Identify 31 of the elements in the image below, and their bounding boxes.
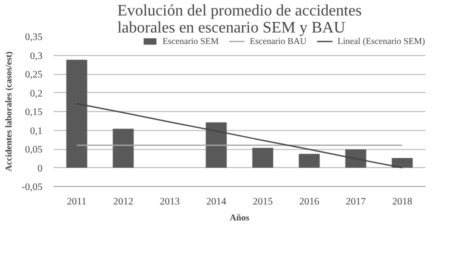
- x-tick-label: 2011: [66, 196, 87, 208]
- y-tick-label: 0,2: [30, 88, 42, 100]
- legend-label: Escenario SEM: [162, 36, 219, 46]
- x-tick-label: 2013: [160, 196, 180, 208]
- x-tick-label: 2015: [252, 196, 273, 208]
- x-tick-label: 2012: [113, 196, 134, 208]
- x-tick-label: 2014: [206, 196, 226, 208]
- y-tick-label: 0,25: [25, 70, 42, 80]
- y-tick-label: 0,05: [25, 144, 42, 156]
- bar: [392, 158, 413, 168]
- bar: [345, 149, 366, 168]
- x-tick-label: 2016: [299, 196, 320, 208]
- chart-title: Evolución del promedio de accidentes laborales en escenario SEM y BAU: [117, 2, 362, 36]
- x-tick-label: 2017: [346, 196, 366, 208]
- y-tick-label: 0,3: [30, 50, 42, 62]
- bar: [206, 122, 227, 168]
- bar: [252, 148, 274, 168]
- y-tick-label: -0,05: [22, 182, 43, 193]
- x-tick-label: 2018: [392, 196, 412, 208]
- x-axis-title: Años: [230, 212, 250, 222]
- y-axis-title: Accidentes laborales (casos/est): [4, 52, 14, 172]
- bar: [298, 154, 320, 168]
- y-tick-label: 0,35: [25, 32, 42, 43]
- line-series: [76, 103, 403, 168]
- bar: [112, 128, 134, 168]
- y-tick-label: 0,15: [25, 107, 42, 118]
- y-tick-label: 0,1: [30, 126, 42, 137]
- legend-label: Escenario BAU: [250, 36, 307, 46]
- y-tick-label: 0: [38, 163, 42, 174]
- bar: [66, 60, 88, 168]
- legend-label: Lineal (Escenario SEM): [338, 36, 425, 46]
